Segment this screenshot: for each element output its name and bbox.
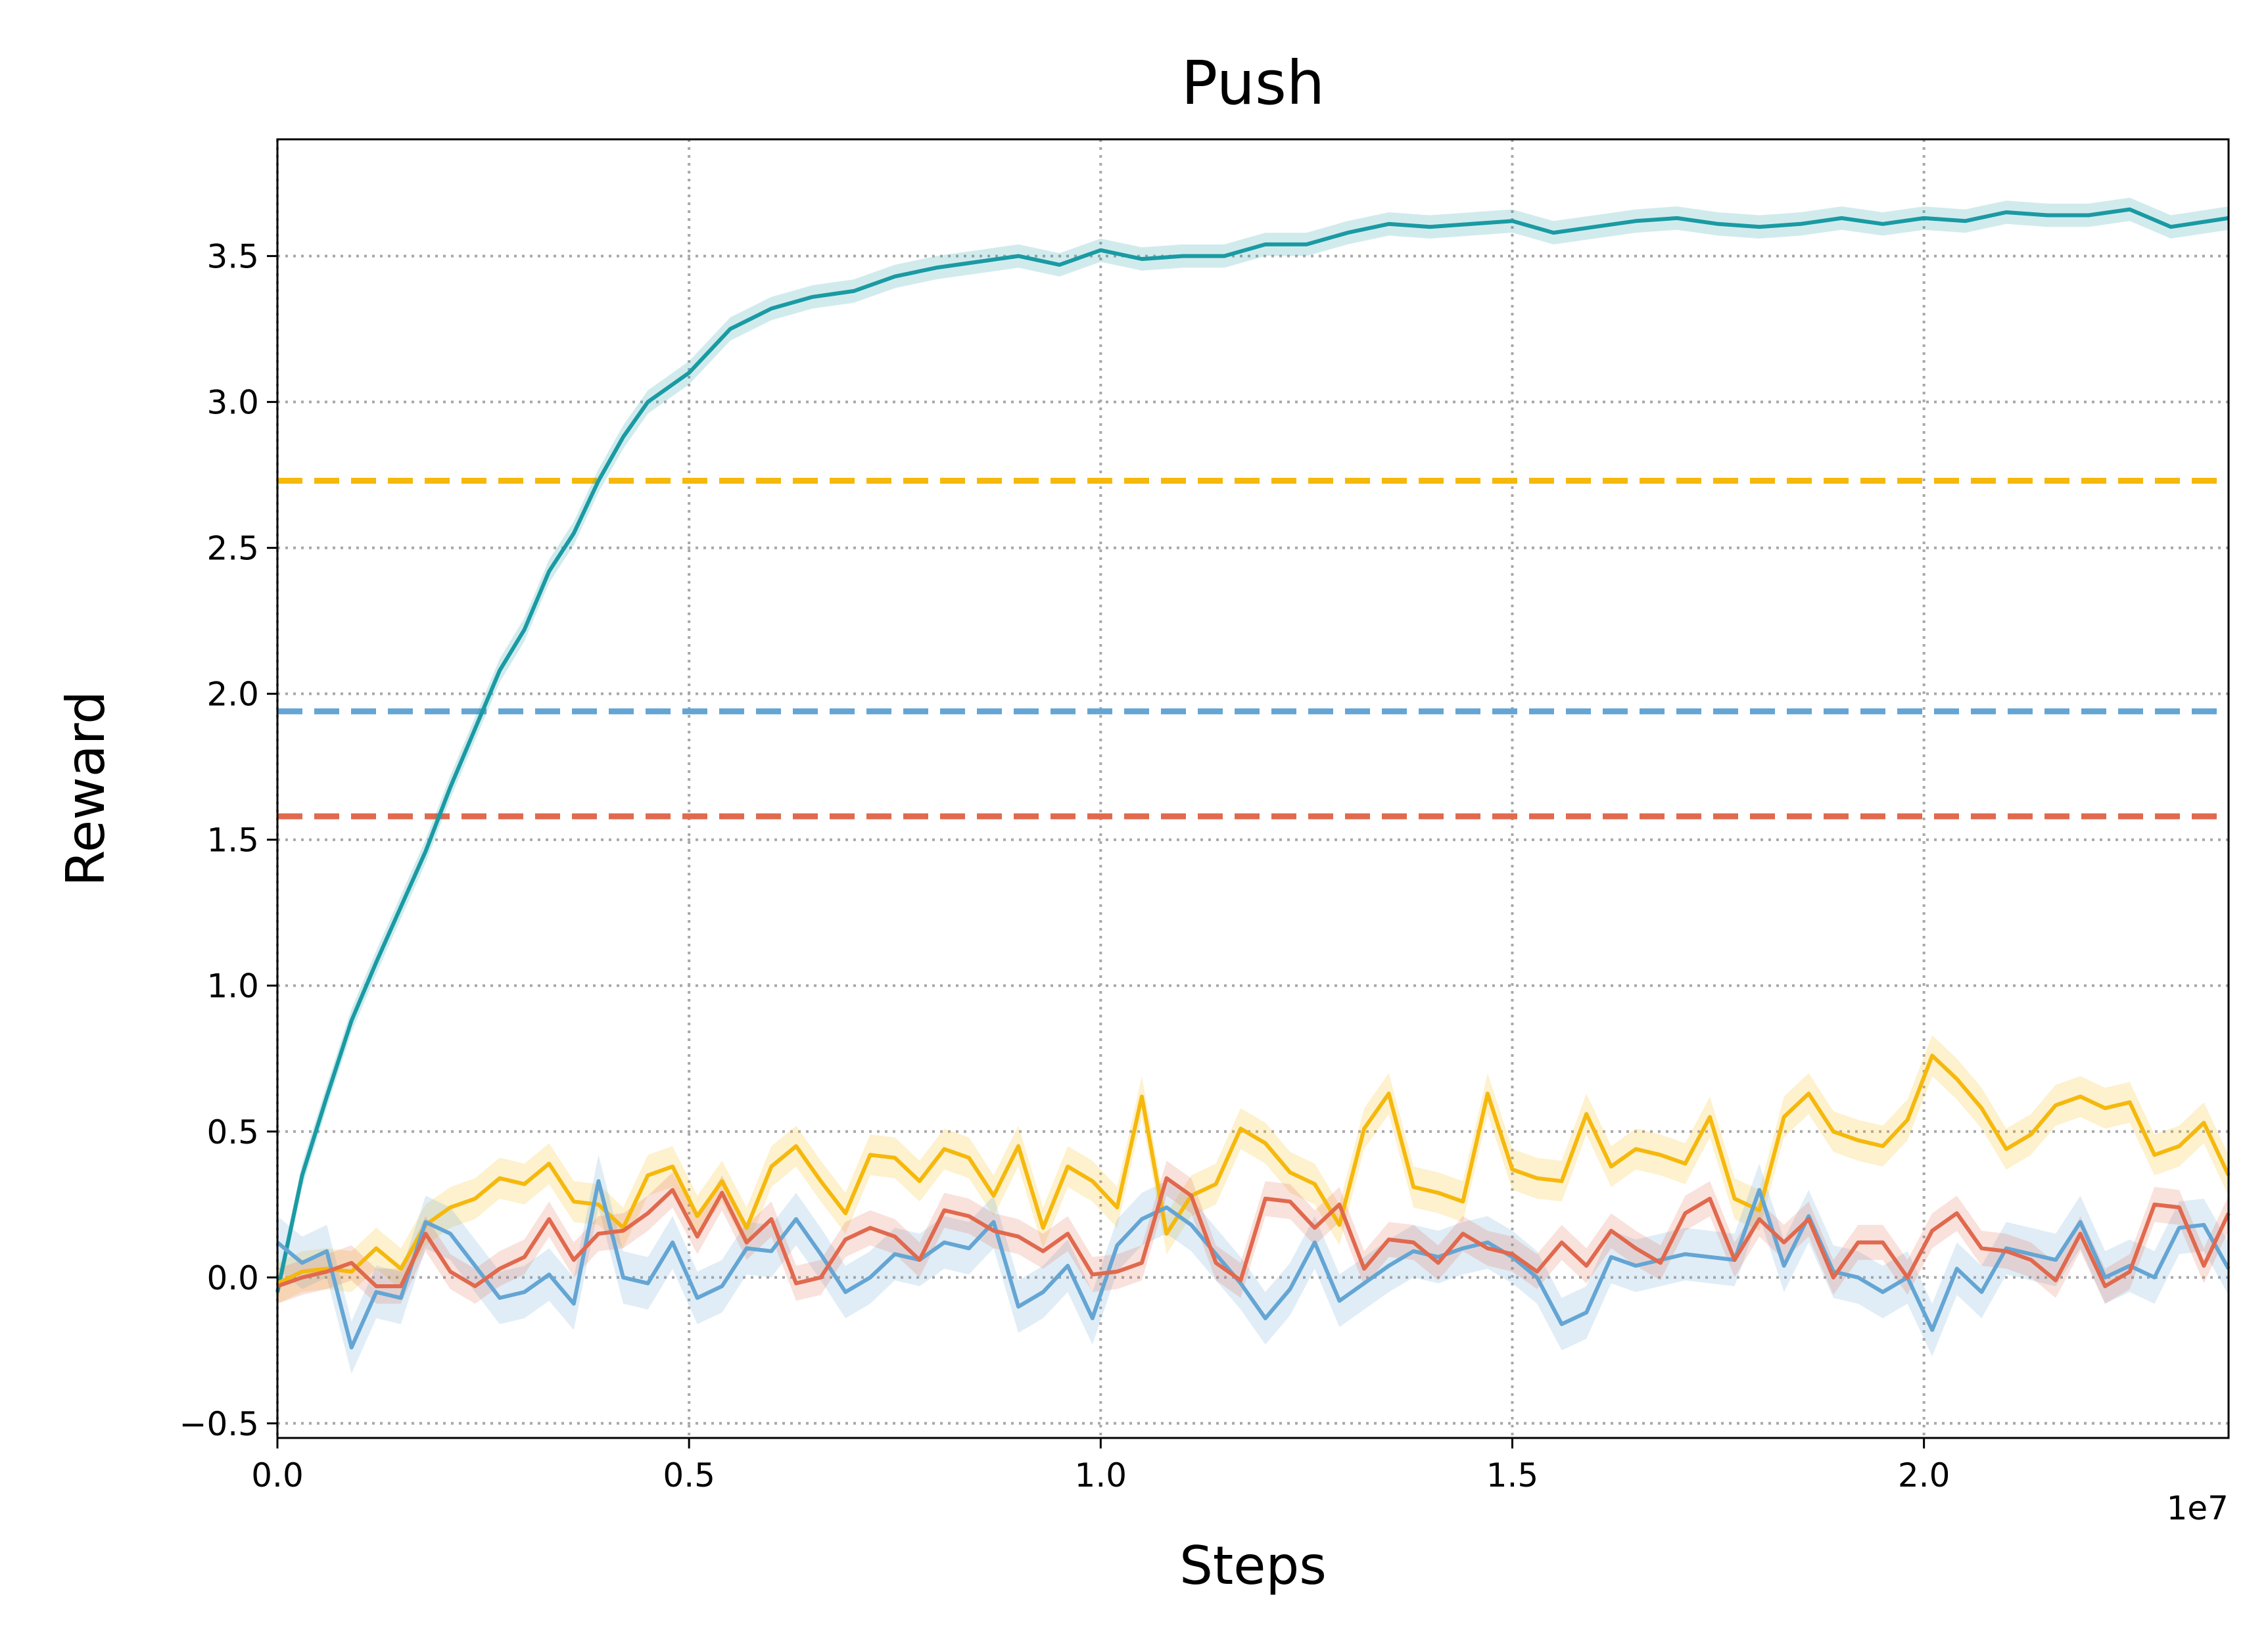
y-tick-label: 0.0 bbox=[206, 1259, 259, 1297]
y-tick-label: 1.0 bbox=[206, 967, 259, 1006]
plot-frame bbox=[276, 138, 2230, 1439]
y-tick-label: 1.5 bbox=[206, 822, 259, 860]
x-axis-offset-label: 1e7 bbox=[2167, 1489, 2229, 1527]
series-band-3 bbox=[277, 1155, 2229, 1374]
y-axis-label: Reward bbox=[55, 691, 116, 887]
reference-lines bbox=[277, 478, 2229, 820]
x-axis-label: Steps bbox=[1179, 1535, 1327, 1596]
x-tick-label: 1.5 bbox=[1486, 1456, 1539, 1494]
series-line-3 bbox=[276, 1179, 2231, 1350]
series-line-2 bbox=[276, 1053, 2231, 1285]
y-tick-label: 2.5 bbox=[206, 530, 259, 568]
x-tick-label: 0.0 bbox=[251, 1456, 304, 1494]
series-line-4 bbox=[276, 1176, 2231, 1289]
grid-lines bbox=[276, 139, 2229, 1438]
chart-title: Push bbox=[1181, 48, 1325, 118]
axis-ticks: 0.0 0.5 1.0 1.5 2.0 −0.5 0.0 0.5 1.0 1.5 2.0 2.5 3.0… bbox=[179, 238, 1950, 1494]
x-tick-label: 1.0 bbox=[1075, 1456, 1127, 1494]
y-tick-label: 3.5 bbox=[206, 238, 259, 276]
y-tick-label: 2.0 bbox=[206, 676, 259, 714]
y-tick-label: 3.0 bbox=[206, 384, 259, 422]
x-tick-label: 2.0 bbox=[1898, 1456, 1950, 1494]
y-tick-label: 0.5 bbox=[206, 1113, 259, 1151]
series-line-1 bbox=[275, 207, 2229, 1293]
x-tick-label: 0.5 bbox=[663, 1456, 715, 1494]
series-lines bbox=[275, 207, 2231, 1350]
y-tick-label: −0.5 bbox=[179, 1405, 259, 1443]
series-band-4 bbox=[277, 1161, 2229, 1304]
